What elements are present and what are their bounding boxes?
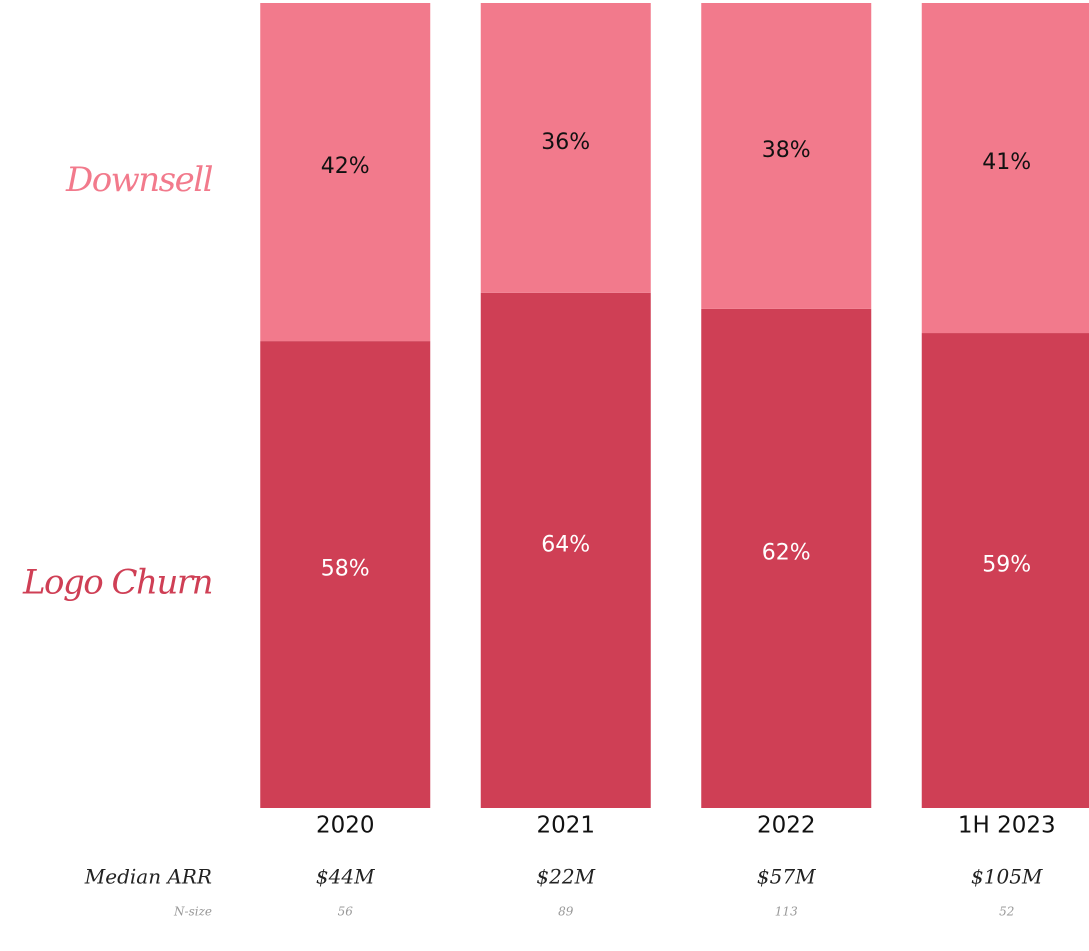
bar-segment (921, 333, 1089, 808)
data-label: 38% (762, 138, 811, 163)
x-tick-label: 1H 2023 (958, 813, 1056, 839)
x-tick-label: 2021 (536, 813, 595, 839)
n-size-value: 89 (558, 905, 574, 919)
n-size-value: 52 (999, 905, 1014, 919)
bar-segment (701, 3, 872, 309)
median-arr-value: $105M (971, 865, 1043, 889)
bar-segment (260, 341, 431, 808)
bar-segment (480, 3, 651, 293)
data-label: 41% (982, 150, 1031, 175)
n-size-value: 56 (338, 905, 354, 919)
data-label: 59% (982, 553, 1031, 578)
n-size-value: 113 (775, 905, 798, 919)
x-tick-label: 2022 (757, 813, 816, 839)
series-label: Logo Churn (22, 563, 212, 603)
data-label: 58% (321, 557, 370, 582)
data-label: 42% (321, 154, 370, 179)
median-arr-value: $44M (316, 865, 375, 889)
n-size-label: N-size (173, 905, 212, 919)
series-label: Downsell (65, 160, 213, 200)
data-label: 64% (541, 532, 590, 557)
bar-segment (701, 308, 872, 808)
bar-segment (480, 292, 651, 808)
data-label: 36% (541, 130, 590, 155)
x-tick-label: 2020 (316, 813, 375, 839)
bar-segment (921, 3, 1089, 334)
bar-segment (260, 3, 431, 342)
median-arr-value: $22M (536, 865, 595, 889)
median-arr-value: $57M (757, 865, 816, 889)
median-arr-label: Median ARR (84, 865, 212, 889)
data-label: 62% (762, 540, 811, 565)
